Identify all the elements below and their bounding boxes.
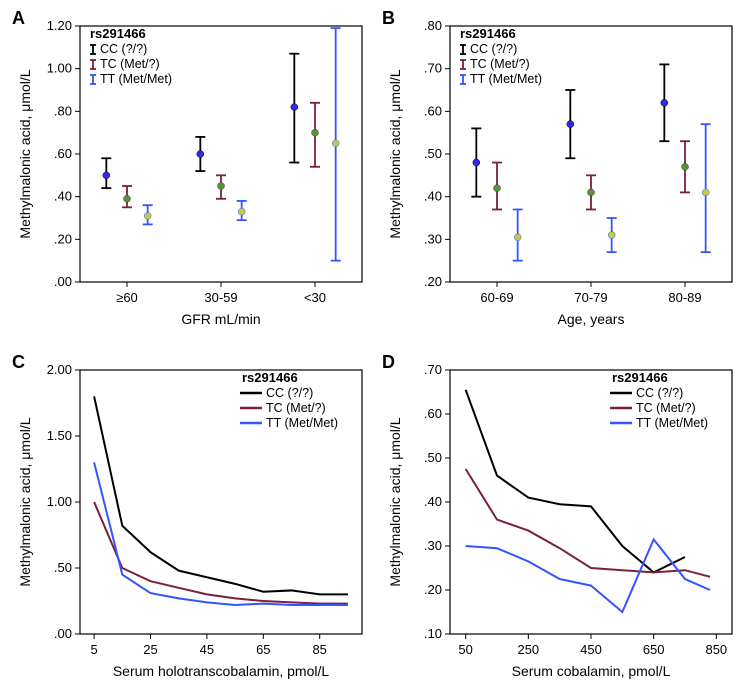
x-tick-label: ≥60: [116, 290, 138, 305]
x-tick-label: 850: [705, 642, 727, 657]
y-tick-label: .00: [54, 274, 72, 289]
y-tick-label: .10: [424, 626, 442, 641]
x-tick-label: 65: [256, 642, 270, 657]
snp-label: rs291466: [612, 370, 668, 385]
x-tick-label: 30-59: [204, 290, 237, 305]
legend-label: CC (?/?): [470, 42, 517, 56]
x-tick-label: 85: [312, 642, 326, 657]
legend-label: TC (Met/?): [100, 57, 160, 71]
snp-label: rs291466: [90, 26, 146, 41]
legend-label: TC (Met/?): [266, 401, 326, 415]
y-tick-label: .20: [54, 231, 72, 246]
x-tick-label: 5: [90, 642, 97, 657]
legend-label: TC (Met/?): [636, 401, 696, 415]
y-tick-label: .50: [54, 560, 72, 575]
y-tick-label: 1.00: [47, 494, 72, 509]
x-axis-label: Serum cobalamin, pmol/L: [512, 663, 671, 679]
x-tick-label: 50: [458, 642, 472, 657]
snp-label: rs291466: [242, 370, 298, 385]
x-tick-label: 60-69: [480, 290, 513, 305]
x-tick-label: 70-79: [574, 290, 607, 305]
y-axis-label: Methylmalonic acid, μmol/L: [387, 69, 403, 238]
legend-label: TC (Met/?): [470, 57, 530, 71]
y-tick-label: .40: [424, 189, 442, 204]
panel-letter: C: [12, 352, 25, 372]
legend-label: TT (Met/Met): [266, 416, 338, 430]
y-tick-label: .30: [424, 231, 442, 246]
panel-a: A .00 .20 .40 .60 .80 1.00 1.20 Methylmalonic ac…: [12, 8, 372, 338]
legend-label: TT (Met/Met): [636, 416, 708, 430]
legend-label: TT (Met/Met): [470, 72, 542, 86]
x-axis-label: Serum holotranscobalamin, pmol/L: [113, 663, 330, 679]
legend-label: TT (Met/Met): [100, 72, 172, 86]
panel-c: C .00 .50 1.00 1.50 2.00 Methylmalonic acid, μ…: [12, 352, 372, 690]
y-tick-label: 1.00: [47, 61, 72, 76]
legend-label: CC (?/?): [100, 42, 147, 56]
panel-letter: B: [382, 8, 395, 28]
y-tick-label: .60: [424, 103, 442, 118]
panel-d: D .10 .20 .30 .40 .50 .60 .70 Methylmalonic acid…: [382, 352, 742, 690]
x-tick-label: 25: [143, 642, 157, 657]
y-tick-label: .30: [424, 538, 442, 553]
y-tick-label: .60: [54, 146, 72, 161]
y-tick-label: 2.00: [47, 362, 72, 377]
x-tick-label: 80-89: [668, 290, 701, 305]
x-tick-label: 450: [580, 642, 602, 657]
x-tick-label: 250: [517, 642, 539, 657]
y-tick-label: .50: [424, 450, 442, 465]
y-tick-label: .20: [424, 582, 442, 597]
y-tick-label: .70: [424, 61, 442, 76]
y-tick-label: .60: [424, 406, 442, 421]
y-axis-label: Methylmalonic acid, μmol/L: [17, 417, 33, 586]
y-tick-label: .80: [424, 18, 442, 33]
figure-container: A .00 .20 .40 .60 .80 1.00 1.20 Methylmalonic ac…: [0, 0, 747, 699]
x-tick-label: 45: [200, 642, 214, 657]
legend-label: CC (?/?): [266, 386, 313, 400]
y-tick-label: .40: [54, 189, 72, 204]
panel-b: B .20 .30 .40 .50 .60 .70 .80 Methylmalonic acid…: [382, 8, 742, 338]
y-tick-label: 1.50: [47, 428, 72, 443]
x-axis-label: Age, years: [558, 311, 625, 327]
x-tick-label: <30: [304, 290, 326, 305]
panel-letter: A: [12, 8, 25, 28]
y-tick-label: 1.20: [47, 18, 72, 33]
y-tick-label: .50: [424, 146, 442, 161]
y-tick-label: .80: [54, 103, 72, 118]
y-axis-label: Methylmalonic acid, μmol/L: [17, 69, 33, 238]
y-tick-label: .00: [54, 626, 72, 641]
y-tick-label: .40: [424, 494, 442, 509]
panel-letter: D: [382, 352, 395, 372]
y-axis-label: Methylmalonic acid, μmol/L: [387, 417, 403, 586]
y-tick-label: .70: [424, 362, 442, 377]
snp-label: rs291466: [460, 26, 516, 41]
y-tick-label: .20: [424, 274, 442, 289]
legend-label: CC (?/?): [636, 386, 683, 400]
x-tick-label: 650: [643, 642, 665, 657]
x-axis-label: GFR mL/min: [181, 311, 260, 327]
